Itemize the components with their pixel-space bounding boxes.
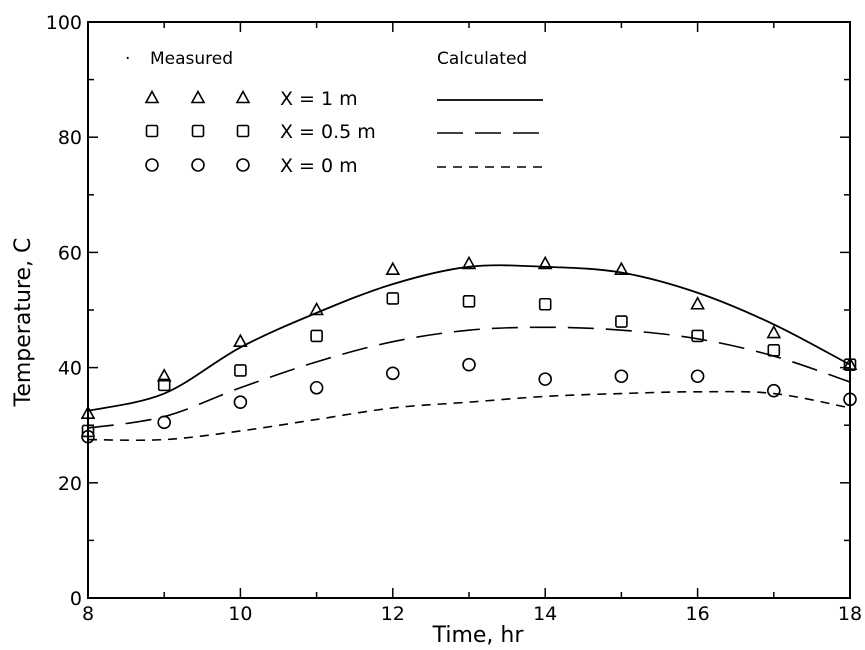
plot-frame [87,21,851,599]
legend-circle-marker [191,158,205,172]
triangle-marker [309,301,324,316]
legend-label: X = 0 m [280,155,358,177]
x-tick-label: 14 [533,603,557,625]
triangle-marker [537,255,553,270]
circle-marker [385,366,400,381]
square-marker [538,297,552,311]
circle-marker [157,415,171,430]
triangle-marker [156,368,172,382]
y-tick-label: 20 [58,473,82,495]
y-tick-label: 80 [58,127,82,149]
circle-marker [843,392,857,407]
calculated-line-solid [87,264,851,412]
square-marker [386,292,400,305]
square-marker [462,295,476,308]
circle-marker [309,380,324,395]
y-tick-label: 40 [58,358,82,380]
square-marker [157,378,171,392]
legend-circle-marker [145,158,159,172]
legend-bullet: · [125,49,130,69]
x-axis-title: Time, hr [432,623,525,648]
square-marker [310,329,323,343]
triangle-marker [233,333,248,347]
circle-marker [233,395,248,409]
square-marker [81,424,95,438]
legend-square-marker [236,124,250,138]
triangle-marker [842,356,858,371]
legend-label: X = 0.5 m [280,121,376,143]
x-tick-label: 16 [686,603,710,625]
square-marker [691,329,704,343]
legend: · Measured Calculated X = 1 m X = 0.5 m X … [125,49,543,177]
circle-marker [766,383,781,398]
legend-label: X = 1 m [280,88,358,110]
square-marker [234,364,247,377]
triangle-marker [80,405,96,419]
x-tick-label: 8 [82,603,94,625]
calculated-lines [87,264,851,442]
legend-triangle-marker [235,89,251,104]
triangle-marker [690,296,705,310]
triangle-marker [766,324,782,339]
circle-marker [81,429,95,444]
y-tick-label: 100 [46,12,82,34]
legend-measured-header: Measured [150,49,233,69]
circle-marker [538,372,553,386]
y-axis-title: Temperature, C [11,238,36,408]
triangle-marker [614,261,629,275]
triangle-marker [461,255,477,270]
legend-circle-marker [236,158,250,172]
calculated-line-short-dash [87,390,851,442]
legend-calculated-header: Calculated [437,49,527,69]
circle-marker [462,357,476,372]
calculated-line-long-dash [87,326,851,429]
x-tick-label: 18 [838,603,862,625]
square-marker [767,344,781,357]
plot-border [87,21,851,599]
measured-markers [80,255,858,444]
x-tick-label: 10 [228,603,252,625]
circle-marker [690,369,705,384]
legend-square-marker [145,124,159,138]
square-marker [615,315,628,328]
square-marker [843,358,857,372]
legend-square-marker [191,124,205,138]
axis-ticks: 8 10 12 14 16 18 0 20 40 60 80 100 [46,12,862,625]
legend-triangle-marker [144,89,160,104]
y-tick-label: 60 [58,242,82,264]
triangle-marker [385,261,401,275]
x-tick-label: 12 [381,603,405,625]
circle-marker [614,369,629,384]
y-tick-label: 0 [70,588,82,610]
legend-triangle-marker [190,89,206,104]
